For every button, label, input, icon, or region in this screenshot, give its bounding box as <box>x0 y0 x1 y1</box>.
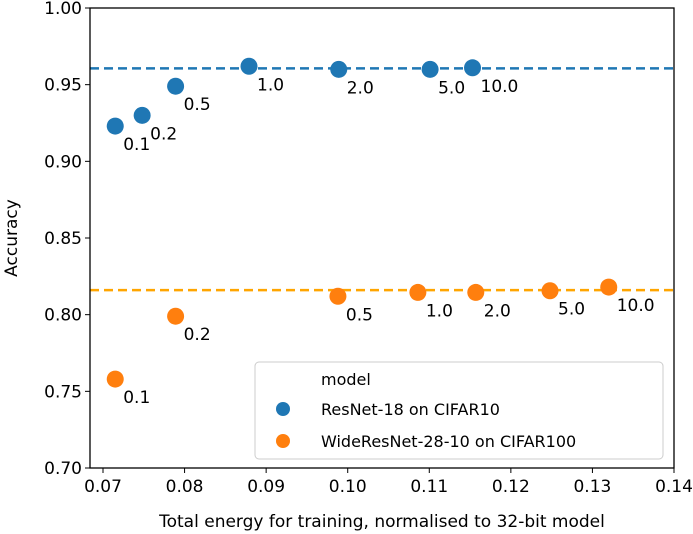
data-point <box>329 287 347 305</box>
x-tick-label: 0.11 <box>410 477 448 497</box>
data-point <box>106 117 124 135</box>
x-tick-label: 0.08 <box>166 477 204 497</box>
point-label: 2.0 <box>484 301 511 321</box>
point-label: 1.0 <box>426 301 453 321</box>
legend-marker-wideresnet <box>276 434 290 448</box>
legend-label-resnet: ResNet-18 on CIFAR10 <box>321 400 500 419</box>
legend-title: model <box>321 370 371 389</box>
x-tick-label: 0.09 <box>247 477 285 497</box>
point-label: 10.0 <box>617 296 655 316</box>
y-axis-label: Accuracy <box>2 199 22 277</box>
plot-frame <box>89 7 675 469</box>
data-point <box>421 60 439 78</box>
point-label: 5.0 <box>558 300 585 320</box>
point-label: 0.1 <box>123 135 150 155</box>
point-label: 5.0 <box>438 78 465 98</box>
y-tick-label: 0.80 <box>44 306 82 326</box>
point-label: 0.5 <box>184 95 211 115</box>
legend: model ResNet-18 on CIFAR10 WideResNet-28… <box>254 361 664 460</box>
legend-marker-resnet <box>276 402 290 416</box>
point-label: 1.0 <box>257 75 284 95</box>
point-label: 0.5 <box>346 305 373 325</box>
x-tick-label: 0.14 <box>655 477 693 497</box>
y-tick-label: 0.75 <box>44 382 82 402</box>
x-tick-label: 0.07 <box>84 477 122 497</box>
x-tick-label: 0.13 <box>573 477 611 497</box>
legend-label-wideresnet: WideResNet-28-10 on CIFAR100 <box>321 432 576 451</box>
point-label: 2.0 <box>347 78 374 98</box>
y-tick-label: 0.85 <box>44 229 82 249</box>
y-tick-label: 1.00 <box>44 0 82 19</box>
y-tick-label: 0.70 <box>44 459 82 479</box>
data-point <box>167 77 185 95</box>
y-tick-label: 0.90 <box>44 152 82 172</box>
legend-box <box>254 361 664 460</box>
point-label: 0.2 <box>184 325 211 345</box>
data-point <box>409 283 427 301</box>
y-tick-label: 0.95 <box>44 76 82 96</box>
data-point <box>106 370 124 388</box>
point-label: 0.1 <box>123 388 150 408</box>
data-point <box>464 59 482 77</box>
data-point <box>133 106 151 124</box>
point-label: 10.0 <box>481 77 519 97</box>
x-tick-label: 0.12 <box>492 477 530 497</box>
data-point <box>541 282 559 300</box>
data-point <box>330 60 348 78</box>
x-tick-label: 0.10 <box>329 477 367 497</box>
x-axis-label: Total energy for training, normalised to… <box>158 512 605 532</box>
data-point <box>600 278 618 296</box>
data-point <box>240 57 258 75</box>
point-label: 0.2 <box>150 124 177 144</box>
data-point <box>467 283 485 301</box>
data-point <box>167 307 185 325</box>
